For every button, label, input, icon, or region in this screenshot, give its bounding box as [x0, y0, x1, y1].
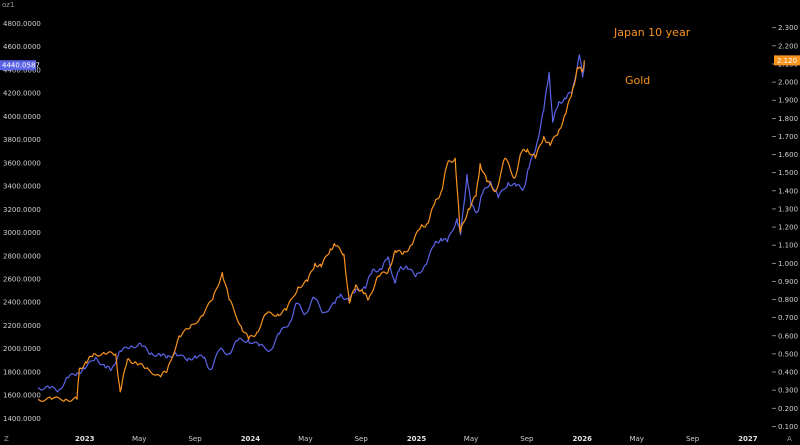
annotation-gold-text: Gold [625, 74, 650, 87]
right-tick-label: 1.800 [778, 115, 798, 123]
corner-right-label[interactable]: A [787, 435, 792, 443]
right-tick-label: 0.100 [778, 423, 798, 431]
x-tick-label: Sep [188, 435, 202, 443]
left-tick-label: 4400.0000 [3, 66, 41, 74]
right-tick-label: 2.300 [778, 24, 798, 32]
x-tick-label: May [298, 435, 312, 443]
left-tick-label: 1400.0000 [3, 415, 41, 423]
series-line-japan-10-year[interactable] [37, 59, 585, 402]
right-tick-label: 2.000 [778, 79, 798, 87]
x-tick-label: May [629, 435, 643, 443]
left-tick-label: 4800.0000 [3, 20, 41, 28]
right-tick-label: 1.900 [778, 97, 798, 105]
right-tick-label: 1.000 [778, 260, 798, 268]
right-tick-label: 1.300 [778, 205, 798, 213]
left-tick-label: 3600.0000 [3, 159, 41, 167]
gold-price-badge [0, 60, 36, 71]
x-tick-label: Sep [686, 435, 700, 443]
right-tick-label: 0.500 [778, 350, 798, 358]
left-tick-label: 2600.0000 [3, 275, 41, 283]
left-tick-label: 3000.0000 [3, 229, 41, 237]
jgb-yield-badge-text: 2.120 [777, 57, 797, 65]
right-tick-label: 1.600 [778, 151, 798, 159]
left-tick-label: 4000.0000 [3, 113, 41, 121]
left-tick-label: 2800.0000 [3, 252, 41, 260]
annotation-japan-10-year-text: Japan 10 year [613, 26, 691, 39]
x-tick-label: 2025 [407, 435, 427, 443]
left-tick-label: 4600.0000 [3, 43, 41, 51]
right-tick-label: 1.200 [778, 224, 798, 232]
x-tick-label: 2027 [738, 435, 758, 443]
x-tick-label: 2026 [573, 435, 593, 443]
left-tick-label: 4200.0000 [3, 90, 41, 98]
right-tick-label: 0.700 [778, 314, 798, 322]
x-tick-label: Sep [520, 435, 534, 443]
right-tick-label: 2.200 [778, 42, 798, 50]
x-axis: 2023 May Sep 2024 May Sep 2025 May Sep 2026 May Sep… [75, 435, 758, 443]
left-tick-label: 1800.0000 [3, 368, 41, 376]
right-tick-label: 0.900 [778, 278, 798, 286]
right-tick-label: 0.200 [778, 405, 798, 413]
right-tick-label: 1.400 [778, 187, 798, 195]
symbol-label: oz1 [2, 1, 14, 9]
left-tick-label: 2000.0000 [3, 345, 41, 353]
left-tick-label: 1600.0000 [3, 392, 41, 400]
left-tick-label: 3400.0000 [3, 183, 41, 191]
right-tick-label: 0.600 [778, 332, 798, 340]
gold-price-badge-text: 4440.0587 [2, 62, 40, 70]
right-tick-label: 0.300 [778, 387, 798, 395]
right-tick-label: 0.400 [778, 369, 798, 377]
left-tick-label: 2400.0000 [3, 299, 41, 307]
right-tick-label: 0.800 [778, 296, 798, 304]
plot-area[interactable] [37, 54, 586, 402]
x-tick-label: May [464, 435, 478, 443]
left-axis: 1400.0000 1600.0000 1800.0000 2000.0000 2200… [3, 20, 41, 423]
annotation-gold: Gold [625, 74, 650, 87]
jgb-yield-badge [774, 55, 800, 66]
right-axis: 0.100 0.200 0.300 0.400 0.500 0.600 0.700 0.800… [772, 24, 798, 431]
x-tick-label: Sep [355, 435, 369, 443]
right-tick-label: 1.100 [778, 242, 798, 250]
x-tick-label: 2024 [241, 435, 261, 443]
x-tick-label: 2023 [75, 435, 95, 443]
annotation-japan-10-year: Japan 10 year [613, 26, 691, 39]
left-tick-label: 3800.0000 [3, 136, 41, 144]
left-tick-label: 2200.0000 [3, 322, 41, 330]
left-tick-label: 3200.0000 [3, 206, 41, 214]
right-tick-label: 1.500 [778, 169, 798, 177]
right-tick-label: 1.700 [778, 133, 798, 141]
corner-left-label[interactable]: Z [4, 435, 9, 443]
x-tick-label: May [132, 435, 146, 443]
